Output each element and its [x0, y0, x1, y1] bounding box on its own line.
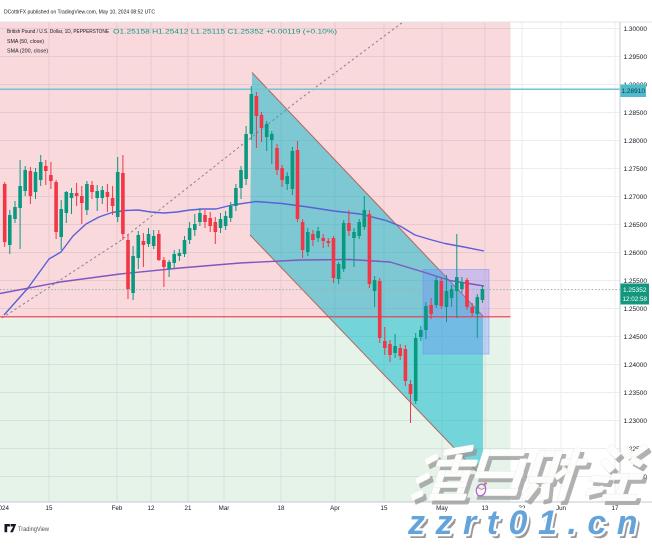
svg-text:Apr: Apr: [330, 505, 340, 512]
svg-text:1.24500: 1.24500: [624, 334, 648, 341]
svg-text:1.28000: 1.28000: [624, 138, 648, 145]
svg-text:1.27000: 1.27000: [624, 194, 648, 201]
svg-text:SMA (50, close): SMA (50, close): [7, 39, 44, 45]
svg-text:Feb: Feb: [112, 505, 123, 512]
svg-text:15: 15: [46, 505, 53, 512]
svg-text:1.25352: 1.25352: [623, 287, 647, 294]
svg-text:12: 12: [148, 505, 155, 512]
svg-text:1.22500: 1.22500: [624, 446, 648, 453]
svg-text:1.24000: 1.24000: [624, 362, 648, 369]
svg-text:1.26000: 1.26000: [624, 250, 648, 257]
svg-text:15: 15: [381, 505, 388, 512]
svg-text:1.29500: 1.29500: [624, 54, 648, 61]
svg-text:1.28500: 1.28500: [624, 110, 648, 117]
svg-text:1.23500: 1.23500: [624, 390, 648, 397]
svg-text:TradingView: TradingView: [18, 526, 49, 533]
svg-text:O1.25158 H1.25412 L1.25115: O1.25158 H1.25412 L1.25115 C1.25352 +0.0…: [113, 28, 337, 35]
svg-text:18: 18: [278, 505, 285, 512]
svg-text:1.25000: 1.25000: [624, 306, 648, 313]
svg-text:22: 22: [519, 505, 526, 512]
svg-text:British Pound / U.S. Dollar, 1: British Pound / U.S. Dollar, 1D, PEPPERS…: [7, 29, 109, 35]
svg-text:21: 21: [185, 505, 192, 512]
svg-text:1.26500: 1.26500: [624, 222, 648, 229]
svg-text:1.23000: 1.23000: [624, 418, 648, 425]
svg-text:17: 17: [612, 505, 619, 512]
svg-text:1.27500: 1.27500: [624, 166, 648, 173]
svg-text:Jun: Jun: [556, 505, 567, 512]
svg-text:Mar: Mar: [219, 505, 230, 512]
svg-text:zzrt01.cn: zzrt01.cn: [410, 508, 651, 541]
svg-text:2024: 2024: [0, 505, 9, 512]
svg-text:zzrt01.cn: zzrt01.cn: [407, 504, 648, 540]
svg-text:1.28910: 1.28910: [621, 88, 645, 95]
svg-text:DCottlrFX published on Trading: DCottlrFX published on TradingView.com, …: [4, 10, 155, 16]
svg-text:SMA (200, close): SMA (200, close): [7, 48, 48, 54]
svg-text:13: 13: [482, 505, 489, 512]
svg-text:May: May: [436, 505, 449, 512]
svg-text:1.25500: 1.25500: [624, 278, 648, 285]
svg-text:1.30000: 1.30000: [624, 26, 648, 33]
svg-text:12:02:58: 12:02:58: [622, 296, 647, 303]
